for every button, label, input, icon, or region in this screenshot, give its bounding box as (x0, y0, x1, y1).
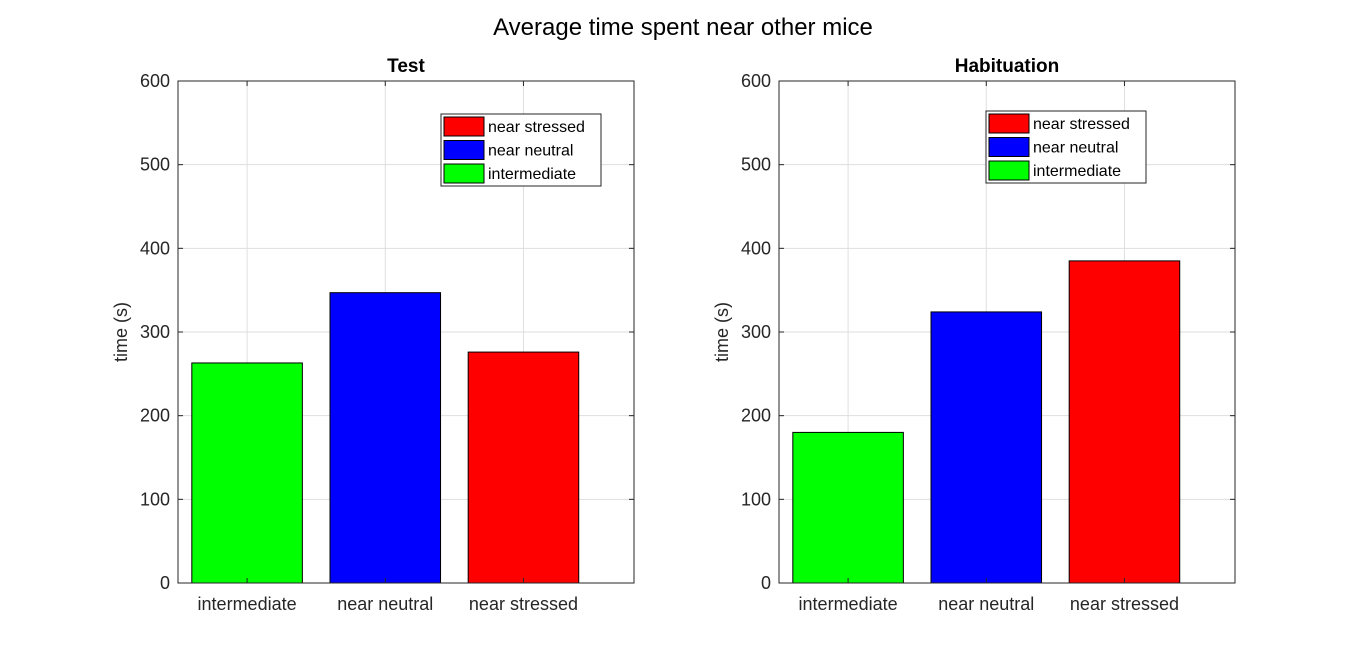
axes-container: 0 100 200 300 400 500 600 intermediate near neut… (111, 56, 1236, 614)
legend-swatch (988, 137, 1030, 157)
y-axis-label: time (s) (111, 302, 131, 362)
axes-0: 0 100 200 300 400 500 600 intermediate near neut… (111, 56, 635, 614)
y-tick-label: 600 (140, 71, 170, 91)
axes-title: Habituation (955, 56, 1060, 77)
legend-label: intermediate (1033, 163, 1121, 180)
x-tick-label: intermediate (799, 594, 898, 614)
legend-label: intermediate (488, 166, 576, 183)
x-tick-label: near neutral (938, 594, 1034, 614)
bar-near-stressed (467, 351, 580, 584)
bar-near-neutral (329, 292, 442, 584)
legend: near stressed near neutral intermediate (985, 110, 1147, 184)
bar-near-neutral (930, 311, 1043, 584)
y-tick-label: 600 (741, 71, 771, 91)
bar-intermediate (191, 362, 303, 584)
y-tick-label: 500 (741, 155, 771, 175)
figure-title: Average time spent near other mice (493, 14, 873, 41)
y-tick-label: 0 (160, 573, 170, 593)
y-tick-label: 100 (741, 489, 771, 509)
legend-label: near neutral (1033, 140, 1118, 157)
bar-near-stressed (1068, 260, 1181, 584)
x-tick-label: near stressed (469, 594, 578, 614)
y-tick-label: 500 (140, 155, 170, 175)
x-tick-label: near neutral (337, 594, 433, 614)
bar-intermediate (792, 431, 904, 584)
legend-label: near stressed (1033, 116, 1130, 133)
legend-swatch (988, 113, 1030, 134)
y-tick-label: 200 (741, 406, 771, 426)
y-tick-label: 0 (761, 573, 771, 593)
legend-label: near stressed (488, 119, 585, 136)
y-tick-label: 200 (140, 406, 170, 426)
y-tick-label: 400 (140, 238, 170, 258)
legend-swatch (443, 116, 485, 137)
y-tick-label: 300 (140, 322, 170, 342)
x-tick-label: intermediate (198, 594, 297, 614)
y-tick-label: 100 (140, 489, 170, 509)
x-tick-label: near stressed (1070, 594, 1179, 614)
y-axis-label: time (s) (712, 302, 732, 362)
axes-1: 0 100 200 300 400 500 600 intermediate near neut… (712, 56, 1236, 614)
legend-label: near neutral (488, 143, 573, 160)
axes-title: Test (387, 56, 425, 77)
y-tick-label: 400 (741, 238, 771, 258)
legend: near stressed near neutral intermediate (440, 113, 602, 187)
legend-swatch (443, 140, 485, 160)
legend-swatch (988, 160, 1030, 181)
y-tick-label: 300 (741, 322, 771, 342)
legend-swatch (443, 163, 485, 184)
